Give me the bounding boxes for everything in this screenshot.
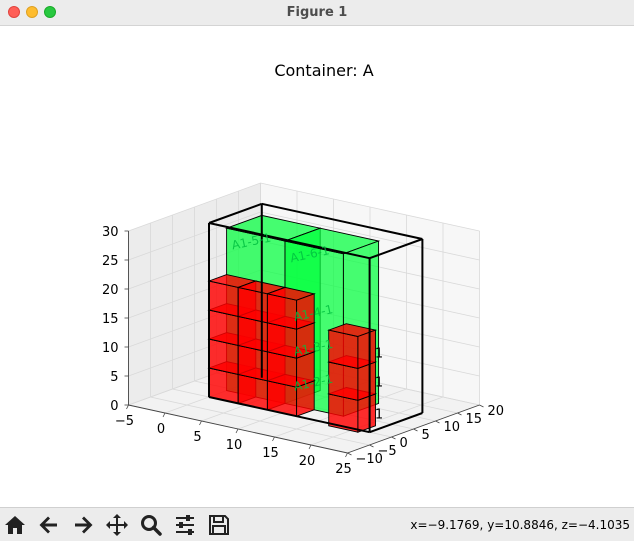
y-tick-mark xyxy=(347,452,352,456)
box-label: 1 xyxy=(375,375,383,390)
x-tick-mark xyxy=(272,436,275,442)
x-tick-mark xyxy=(126,404,129,410)
window-title: Figure 1 xyxy=(286,5,348,20)
y-tick-mark xyxy=(457,412,462,416)
y-tick-mark xyxy=(435,420,440,424)
window-titlebar: Figure 1 xyxy=(0,0,634,26)
z-tick-label: 25 xyxy=(102,254,119,269)
arrow-right-icon xyxy=(75,516,93,534)
arrow-left-icon xyxy=(39,516,57,534)
close-window-button[interactable] xyxy=(8,6,20,18)
z-tick-label: 20 xyxy=(102,283,119,298)
box-label: 1 xyxy=(375,346,383,361)
container-edge xyxy=(369,412,423,434)
home-button[interactable] xyxy=(0,511,30,539)
x-tick-mark xyxy=(308,444,312,450)
zoom-button[interactable] xyxy=(136,511,166,539)
x-tick-mark xyxy=(199,420,202,426)
y-tick-label: 5 xyxy=(422,428,430,443)
x-tick-label: 20 xyxy=(299,454,316,469)
x-tick-label: 25 xyxy=(335,462,352,477)
minimize-window-button[interactable] xyxy=(26,6,38,18)
floppy-disk-icon xyxy=(209,515,229,535)
red-box xyxy=(265,286,316,330)
x-tick-mark xyxy=(162,412,166,418)
x-tick-label: 15 xyxy=(262,446,279,461)
box-side-face xyxy=(357,329,376,370)
box-side-face xyxy=(296,293,315,330)
3d-plot[interactable]: Container: A −50510152025−10−50510152005… xyxy=(0,26,634,507)
x-tick-label: 0 xyxy=(157,422,165,437)
x-tick-label: −5 xyxy=(115,414,134,429)
navigation-toolbar: x=−9.1769, y=10.8846, z=−4.1035 xyxy=(0,507,634,541)
container-edge xyxy=(261,202,423,240)
configure-subplots-button[interactable] xyxy=(170,511,200,539)
grid-line-z xyxy=(128,182,480,232)
save-button[interactable] xyxy=(204,511,234,539)
y-tick-label: 15 xyxy=(466,412,483,427)
forward-button[interactable] xyxy=(68,511,98,539)
container-edge xyxy=(208,202,263,224)
z-tick-label: 30 xyxy=(102,225,119,240)
home-icon xyxy=(5,516,25,534)
x-tick-mark xyxy=(345,452,348,458)
y-tick-mark xyxy=(479,404,484,408)
z-tick-label: 15 xyxy=(102,312,119,327)
y-tick-label: −5 xyxy=(378,444,397,459)
z-tick-label: 0 xyxy=(110,399,118,414)
y-tick-mark xyxy=(369,444,374,448)
y-tick-label: 0 xyxy=(400,436,408,451)
container-edge xyxy=(369,238,423,260)
maximize-window-button[interactable] xyxy=(44,6,56,18)
box-label: 1 xyxy=(375,407,383,422)
y-tick-label: −10 xyxy=(356,452,383,467)
x-tick-label: 10 xyxy=(226,438,243,453)
container-edge xyxy=(208,222,370,260)
cursor-coordinates: x=−9.1769, y=10.8846, z=−4.1035 xyxy=(410,518,630,532)
z-tick-label: 10 xyxy=(102,341,119,356)
container-edge xyxy=(208,396,370,434)
z-tick-label: 5 xyxy=(110,370,118,385)
y-tick-label: 10 xyxy=(444,420,461,435)
figure-canvas[interactable]: Container: A −5 0 5 10 15 20 25 −10 −5 0 5 10 15 20 0 5… xyxy=(0,26,634,507)
y-tick-label: 20 xyxy=(488,404,505,419)
y-tick-mark xyxy=(413,428,418,432)
x-tick-mark xyxy=(235,428,239,434)
plot-title: Container: A xyxy=(274,61,373,80)
red-box xyxy=(327,323,378,370)
x-tick-label: 5 xyxy=(193,430,201,445)
container-outline xyxy=(208,202,424,434)
y-tick-mark xyxy=(391,436,396,440)
move-icon xyxy=(106,514,128,536)
pan-button[interactable] xyxy=(102,511,132,539)
magnifier-icon xyxy=(141,515,162,536)
sliders-icon xyxy=(176,515,194,535)
back-button[interactable] xyxy=(34,511,64,539)
